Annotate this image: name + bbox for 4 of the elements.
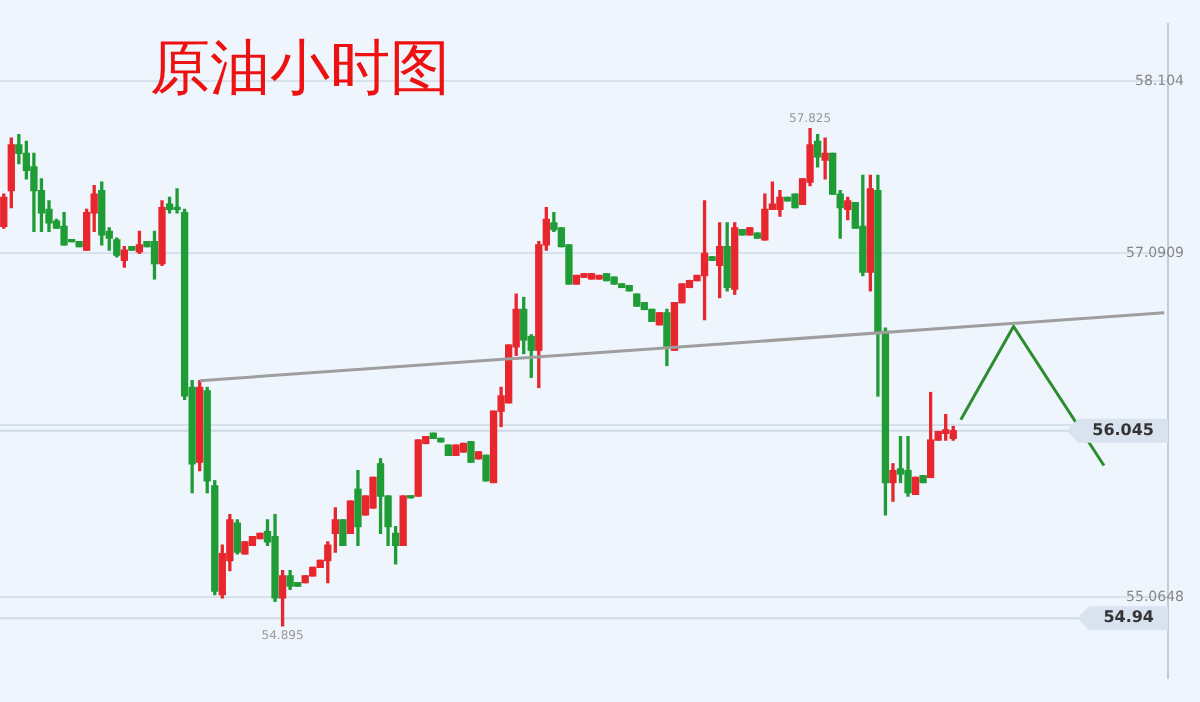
candlestick	[821, 137, 829, 180]
ref-line-label: 54.94	[1103, 608, 1155, 627]
chart-title: 原油小时图	[150, 32, 450, 108]
ref-line-label: 56.045	[1092, 420, 1155, 439]
